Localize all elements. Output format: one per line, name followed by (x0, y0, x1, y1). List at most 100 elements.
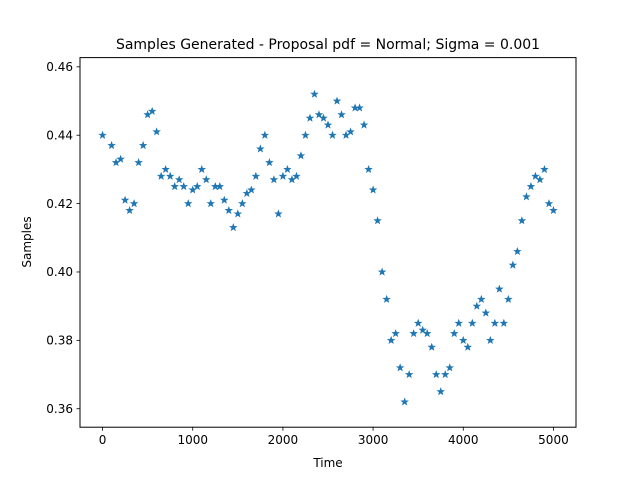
data-point (107, 141, 116, 150)
data-point (147, 106, 157, 115)
data-point (283, 164, 292, 174)
data-point (445, 363, 454, 372)
x-tick-label: 0 (99, 433, 107, 447)
data-point (450, 329, 459, 338)
data-point (454, 318, 463, 327)
data-point (359, 120, 369, 129)
data-point (269, 175, 279, 184)
x-tick-label: 4000 (448, 433, 479, 447)
data-point (377, 267, 387, 276)
data-point (296, 151, 306, 160)
data-point (459, 335, 468, 344)
x-tick-label: 3000 (358, 433, 389, 447)
data-point (355, 103, 364, 112)
data-point (129, 199, 139, 208)
data-point (486, 335, 495, 344)
data-point (513, 247, 522, 256)
data-point (391, 329, 400, 338)
data-point (427, 342, 436, 351)
data-point (418, 325, 427, 334)
data-point (386, 335, 396, 344)
data-point (373, 216, 382, 225)
data-point (332, 96, 342, 105)
data-point (422, 329, 432, 338)
data-point (278, 171, 288, 180)
data-point (441, 370, 450, 379)
data-point (504, 294, 513, 303)
data-point (156, 171, 166, 180)
y-tick-label: 0.40 (46, 265, 73, 279)
data-point (323, 120, 333, 129)
data-point (413, 318, 423, 327)
data-point (499, 318, 509, 327)
data-point (260, 130, 270, 139)
data-point (116, 154, 125, 163)
data-point (535, 175, 545, 184)
x-axis-ticks: 0 1000 2000 3000 4000 5000 (99, 427, 569, 447)
data-point (368, 185, 378, 194)
data-point (193, 182, 202, 191)
data-point (310, 89, 319, 98)
data-point (477, 294, 486, 303)
data-point (508, 260, 518, 269)
data-point (165, 171, 175, 180)
data-point (526, 182, 536, 191)
x-tick-label: 1000 (177, 433, 208, 447)
data-point (436, 387, 445, 396)
data-point (229, 223, 238, 232)
data-point (247, 185, 256, 194)
data-point (305, 113, 315, 122)
data-point (314, 110, 324, 119)
y-tick-label: 0.46 (46, 60, 73, 74)
data-point (549, 205, 558, 215)
data-point (364, 164, 373, 174)
data-point (409, 329, 418, 338)
x-axis-label: Time (312, 456, 342, 470)
data-point (431, 370, 441, 379)
data-point (395, 363, 405, 372)
data-point (274, 209, 283, 218)
data-point (202, 175, 211, 184)
data-point (161, 164, 170, 174)
y-tick-label: 0.38 (46, 334, 73, 348)
data-point (152, 127, 161, 136)
data-point (170, 182, 179, 191)
data-point (400, 397, 409, 406)
data-point (125, 205, 134, 215)
x-tick-label: 2000 (268, 433, 299, 447)
data-point (206, 199, 215, 208)
data-point (98, 130, 107, 139)
data-point (544, 199, 554, 208)
data-point (138, 141, 148, 150)
data-point (301, 130, 310, 139)
data-point (522, 192, 531, 201)
data-point (197, 164, 206, 174)
data-point (404, 370, 414, 379)
data-point (233, 209, 243, 218)
y-tick-label: 0.44 (46, 128, 73, 142)
data-point (531, 171, 540, 180)
y-axis-ticks: 0.36 0.38 0.40 0.42 0.44 0.46 (46, 60, 80, 416)
data-point (183, 199, 193, 208)
data-point (463, 342, 473, 351)
data-point (472, 301, 482, 310)
plot-frame (79, 57, 577, 428)
data-point (495, 284, 504, 293)
x-tick-label: 5000 (538, 433, 569, 447)
data-point (238, 199, 247, 208)
data-point (220, 195, 229, 204)
data-point (256, 144, 265, 153)
data-point (468, 318, 477, 327)
data-point (540, 164, 549, 174)
data-point (174, 175, 184, 184)
y-tick-label: 0.42 (46, 197, 73, 211)
data-point (319, 113, 328, 122)
y-tick-label: 0.36 (46, 402, 73, 416)
data-point (134, 158, 143, 167)
chart-title: Samples Generated - Proposal pdf = Norma… (116, 37, 540, 53)
data-point (337, 110, 346, 119)
data-point (215, 182, 225, 191)
y-axis-label: Samples (20, 216, 34, 267)
data-point (251, 171, 261, 180)
